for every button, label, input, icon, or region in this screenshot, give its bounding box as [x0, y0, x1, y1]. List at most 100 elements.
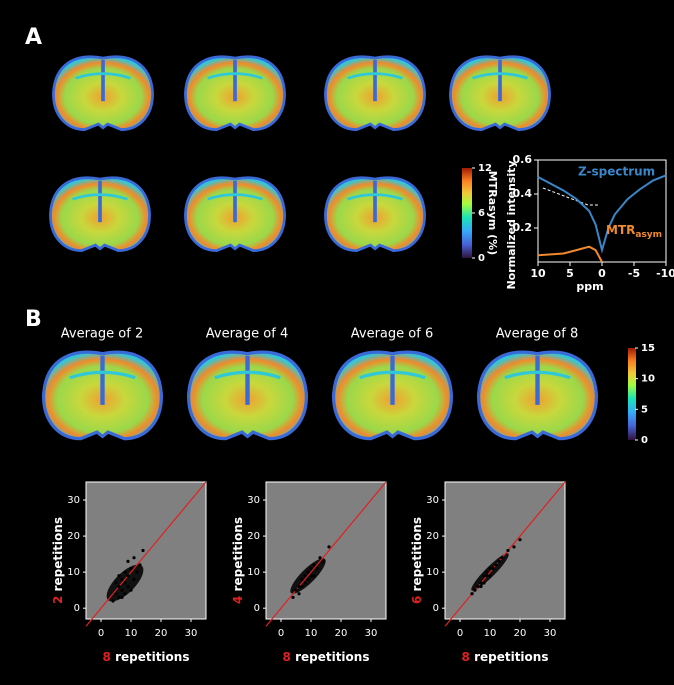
point	[327, 545, 331, 549]
point	[485, 574, 489, 578]
point	[300, 584, 304, 589]
point	[120, 577, 124, 581]
label-count: 8	[462, 650, 470, 664]
image-title: Average of 4	[206, 327, 288, 342]
x-tick-label: 30	[544, 628, 557, 639]
x-tick-label: 10	[305, 628, 318, 639]
point	[506, 548, 510, 553]
point	[494, 563, 498, 567]
y-tick-label: 10	[247, 567, 260, 578]
label-unit: repetitions	[474, 650, 548, 664]
point	[482, 574, 486, 578]
y-tick-label: 10	[67, 567, 80, 578]
identity-line	[444, 481, 566, 627]
label-count: 6	[410, 596, 424, 604]
colorbar-tick-label: 0	[641, 435, 648, 446]
label-count: 8	[103, 650, 111, 664]
colorbar-tick-label: 5	[641, 404, 648, 415]
point	[297, 584, 301, 589]
point	[306, 570, 310, 574]
point	[117, 584, 121, 589]
point	[135, 570, 139, 574]
point	[120, 595, 124, 599]
label-unit: repetitions	[231, 517, 245, 591]
x-tick-label: 0	[457, 628, 463, 639]
colorbar-tick-label: 15	[641, 343, 655, 354]
x-axis-label: ppm	[576, 280, 603, 293]
legend-label: MTRasym	[606, 223, 662, 240]
point	[303, 574, 307, 578]
point	[123, 570, 127, 574]
colorbar-tick-label: 6	[478, 208, 485, 219]
plot-background	[85, 481, 207, 620]
x-tick-label: 30	[185, 628, 198, 639]
x-tick-label: 20	[514, 628, 527, 639]
panel-label: B	[25, 307, 42, 332]
colorbar-tick-label: 0	[478, 253, 485, 264]
brain-images-a	[48, 54, 552, 253]
y-axis-label: 6 repetitions	[410, 517, 424, 604]
point	[470, 592, 474, 596]
point	[123, 592, 127, 596]
point	[488, 574, 492, 578]
point	[312, 563, 316, 567]
point	[512, 545, 516, 549]
point	[518, 538, 522, 542]
point	[126, 574, 130, 578]
x-tick-label: 0	[278, 628, 284, 639]
y-tick-label: 0	[254, 603, 260, 614]
point	[132, 577, 136, 581]
y-axis-label: 2 repetitions	[51, 517, 65, 604]
y-tick-label: 0.4	[513, 187, 533, 200]
point	[485, 570, 489, 574]
colorbar	[628, 348, 636, 440]
y-tick-label: 10	[426, 567, 439, 578]
x-tick-label: 30	[365, 628, 378, 639]
panel-label: A	[25, 25, 42, 50]
point	[291, 595, 295, 599]
label-unit: repetitions	[410, 517, 424, 591]
label-count: 4	[231, 596, 245, 604]
point	[300, 577, 304, 581]
colorbar-tick-label: 10	[641, 374, 655, 385]
point	[132, 556, 136, 560]
point	[303, 581, 307, 585]
y-tick-label: 30	[67, 495, 80, 506]
point	[126, 559, 130, 563]
x-tick-label: 5	[566, 267, 574, 280]
point	[473, 588, 477, 592]
series-line	[537, 174, 667, 254]
x-tick-label: -5	[628, 267, 640, 280]
y-axis-label: 4 repetitions	[231, 517, 245, 604]
point	[138, 563, 142, 567]
point	[297, 592, 301, 596]
legend-label: Z-spectrum	[578, 165, 655, 179]
point	[500, 556, 504, 560]
plot-frame	[537, 159, 667, 263]
image-title: Average of 6	[351, 327, 433, 342]
x-tick-label: 0	[598, 267, 606, 280]
x-tick-label: 10	[530, 267, 546, 280]
identity-line	[265, 481, 387, 627]
point	[117, 574, 121, 578]
y-tick-label: 0.2	[513, 221, 533, 234]
plot-background	[265, 481, 387, 620]
point	[312, 574, 316, 578]
point	[117, 595, 121, 599]
point	[126, 584, 130, 589]
legend-name: MTR	[606, 223, 635, 237]
point	[120, 588, 124, 592]
point	[123, 581, 127, 585]
label-unit: repetitions	[295, 650, 369, 664]
label-unit: repetitions	[115, 650, 189, 664]
x-tick-label: 0	[98, 628, 104, 639]
point	[114, 592, 118, 596]
y-tick-label: 0	[74, 603, 80, 614]
x-tick-label: 20	[155, 628, 168, 639]
x-tick-label: 10	[484, 628, 497, 639]
point	[497, 559, 501, 563]
x-axis-label: 8 repetitions	[462, 650, 549, 664]
point	[111, 599, 115, 603]
y-tick-label: 20	[67, 531, 80, 542]
point	[141, 548, 145, 553]
